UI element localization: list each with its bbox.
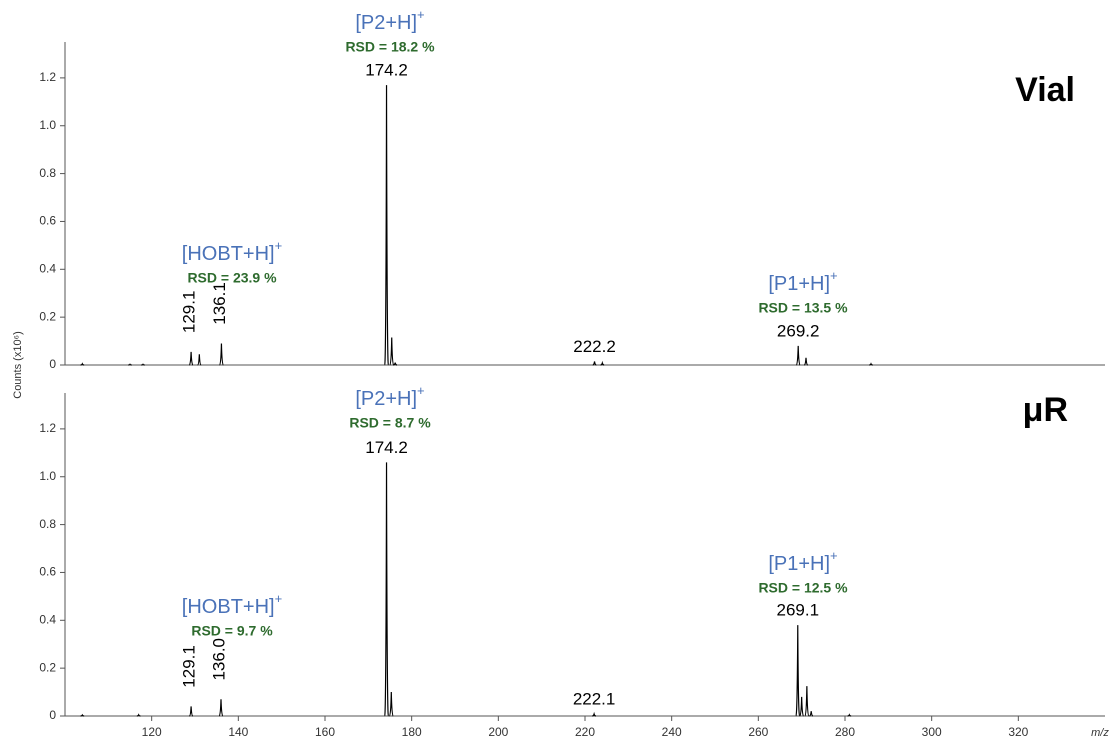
y-tick-label: 1.0 (39, 469, 56, 483)
peak (189, 706, 194, 717)
x-tick-label: 240 (662, 725, 682, 739)
peak (592, 361, 597, 366)
ion-label: [P1+H]+ (768, 268, 837, 295)
ion-charge: + (830, 268, 838, 283)
peak-label: 174.2 (365, 61, 408, 80)
peak (393, 362, 398, 366)
y-tick-label: 1.2 (39, 421, 56, 435)
y-tick-label: 0.4 (39, 261, 56, 275)
peak-label: 222.1 (573, 690, 616, 709)
peak (388, 692, 394, 717)
y-tick-label: 1.0 (39, 118, 56, 132)
peak (188, 351, 194, 366)
peak (197, 354, 202, 366)
rsd-label: RSD = 9.7 % (191, 623, 273, 639)
ion-name: [P2+H] (355, 388, 417, 410)
peak-label: 269.1 (776, 601, 819, 620)
peak (847, 713, 852, 717)
rsd-label: RSD = 23.9 % (187, 270, 277, 286)
rsd-label: RSD = 13.5 % (758, 300, 848, 316)
peak (80, 713, 85, 717)
ion-name: [HOBT+H] (182, 243, 275, 265)
y-tick-label: 0 (49, 357, 56, 371)
y-tick-label: 0.6 (39, 565, 56, 579)
peak-label: 136.1 (210, 282, 229, 325)
peak-label: 269.2 (777, 321, 820, 340)
peak (804, 686, 810, 717)
x-axis-label: m/z (1091, 727, 1109, 739)
peak (128, 363, 132, 366)
y-tick-label: 0.4 (39, 612, 56, 626)
peak (803, 357, 809, 366)
ion-charge: + (417, 383, 425, 398)
panel-label: μR (1023, 391, 1068, 429)
ion-name: [P1+H] (768, 273, 830, 295)
ion-name: [P1+H] (768, 553, 830, 575)
peak (218, 699, 224, 717)
peak (600, 360, 605, 366)
peak (80, 362, 85, 366)
x-tick-label: 180 (402, 725, 422, 739)
peak-label: 174.2 (365, 438, 408, 457)
ion-label: [P2+H]+ (355, 7, 424, 34)
y-tick-label: 0.8 (39, 166, 56, 180)
ion-charge: + (830, 548, 838, 563)
peak (136, 713, 141, 717)
ion-charge: + (417, 7, 425, 22)
x-tick-label: 220 (575, 725, 595, 739)
peak-label: 136.0 (209, 638, 228, 681)
peak (795, 345, 801, 366)
peak (389, 337, 395, 366)
ion-label: [HOBT+H]+ (182, 591, 282, 618)
peak (384, 85, 389, 366)
peak-label: 129.1 (180, 291, 199, 334)
peak (869, 362, 873, 366)
panel-label: Vial (1015, 71, 1075, 109)
y-tick-label: 0.2 (39, 309, 56, 323)
y-axis-label: Counts (x10⁶) (12, 331, 24, 399)
y-tick-label: 1.2 (39, 70, 56, 84)
peak (799, 696, 805, 717)
x-tick-label: 320 (1008, 725, 1028, 739)
ion-name: [P2+H] (355, 12, 417, 34)
peak (384, 462, 389, 717)
peak (141, 363, 145, 366)
peak (592, 711, 596, 717)
y-tick-label: 0 (49, 708, 56, 722)
y-tick-label: 0.6 (39, 214, 56, 228)
rsd-label: RSD = 18.2 % (345, 39, 435, 55)
x-tick-label: 140 (228, 725, 248, 739)
peak (795, 625, 801, 717)
rsd-label: RSD = 12.5 % (758, 580, 848, 596)
peak-label: 222.2 (573, 337, 616, 356)
peak (219, 343, 224, 366)
x-tick-label: 120 (142, 725, 162, 739)
ion-label: [HOBT+H]+ (182, 238, 282, 265)
ion-label: [P2+H]+ (355, 383, 424, 410)
rsd-label: RSD = 8.7 % (349, 415, 431, 431)
y-tick-label: 0.8 (39, 517, 56, 531)
peak (809, 711, 814, 717)
ion-label: [P1+H]+ (768, 548, 837, 575)
ion-charge: + (275, 238, 283, 253)
x-tick-label: 300 (922, 725, 942, 739)
ion-name: [HOBT+H] (182, 596, 275, 618)
x-tick-label: 260 (748, 725, 768, 739)
peak-label: 129.1 (180, 645, 199, 688)
x-tick-label: 280 (835, 725, 855, 739)
ion-charge: + (275, 591, 283, 606)
x-tick-label: 160 (315, 725, 335, 739)
y-tick-label: 0.2 (39, 660, 56, 674)
x-tick-label: 200 (488, 725, 508, 739)
